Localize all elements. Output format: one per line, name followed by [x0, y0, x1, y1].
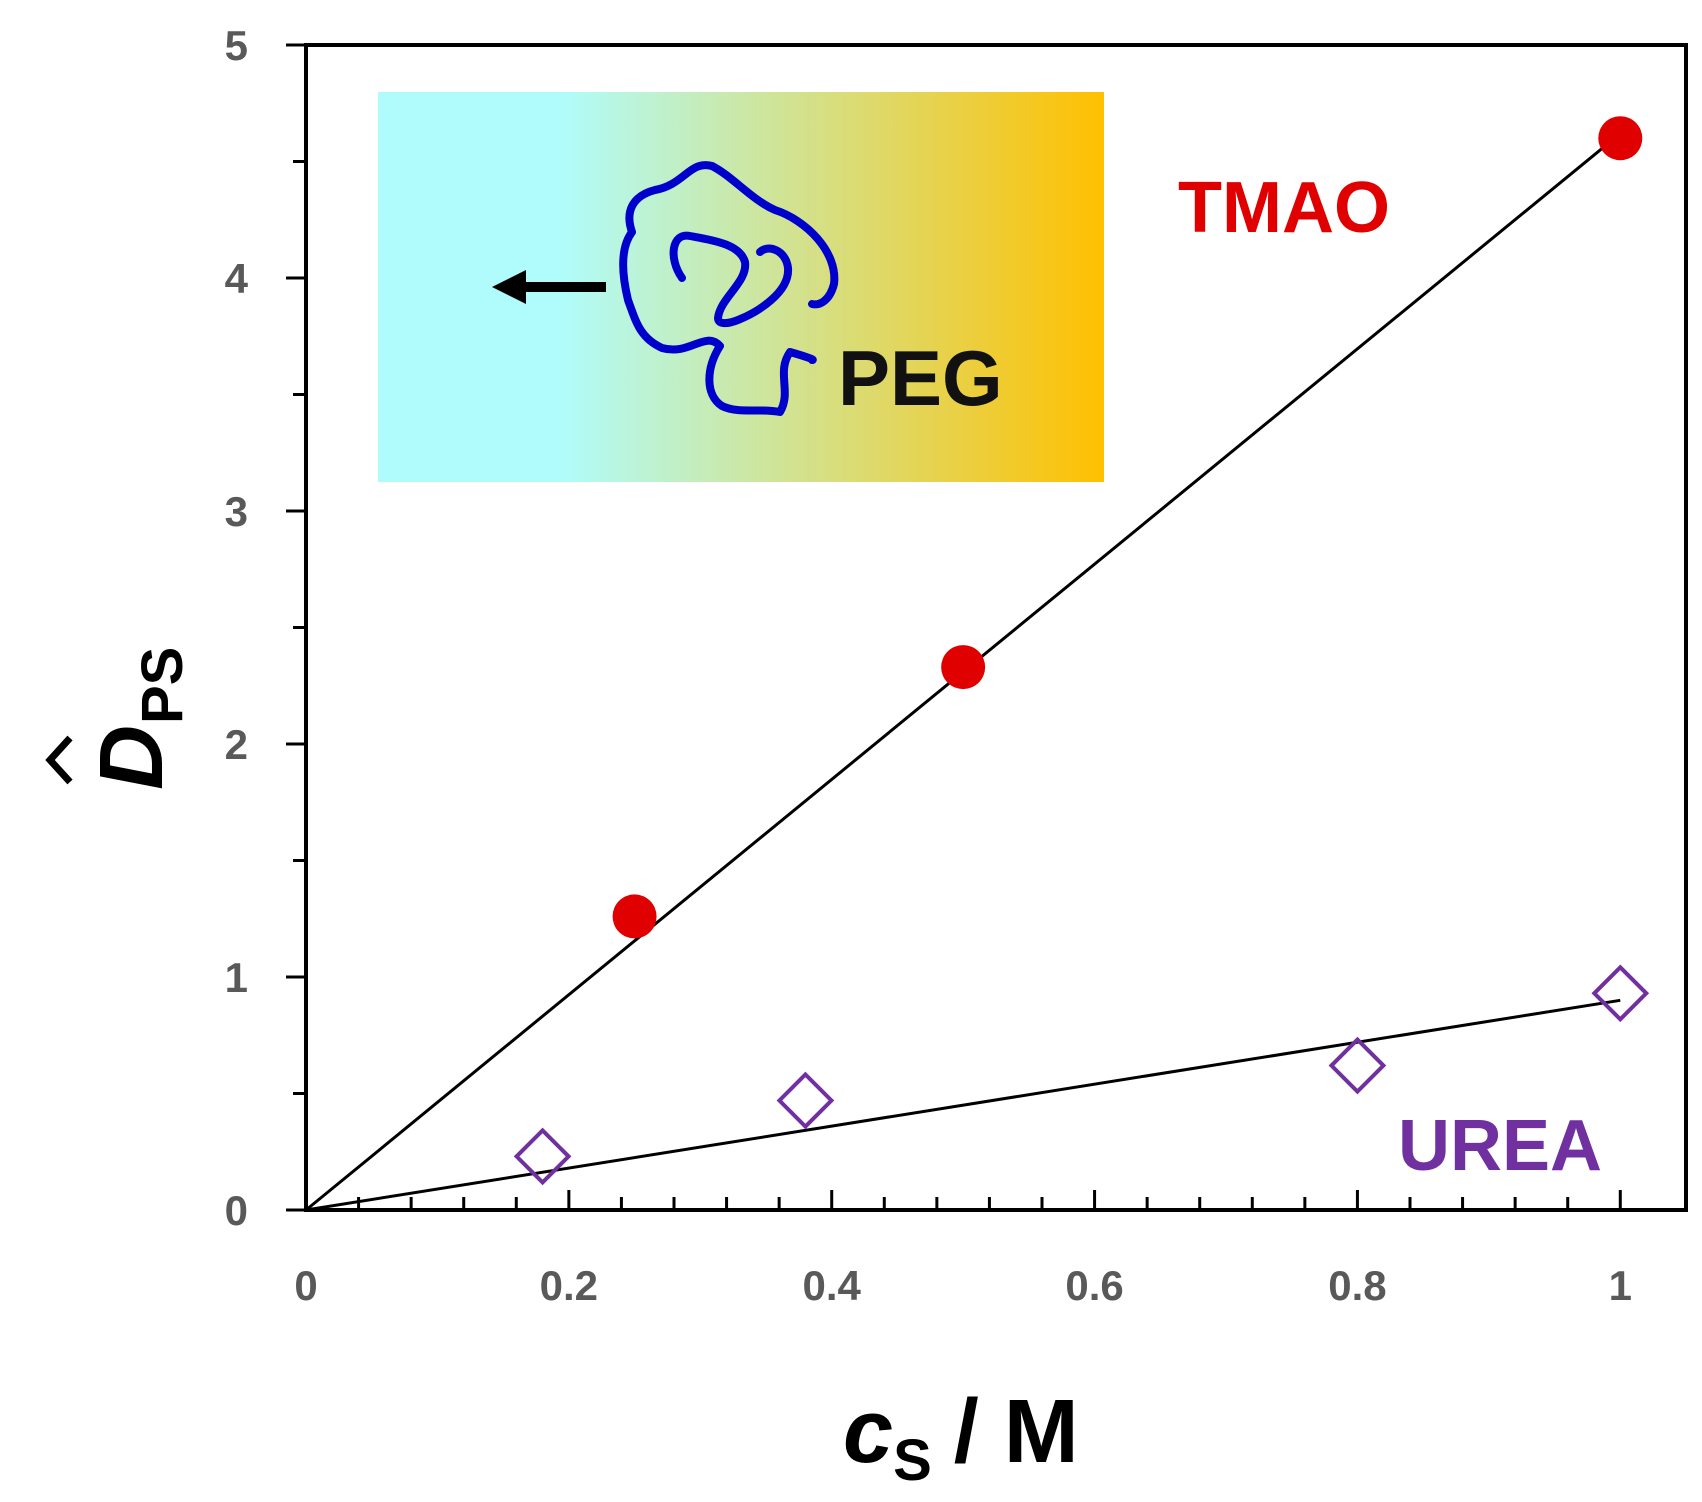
inset-gradient-box — [378, 92, 1104, 482]
data-markers — [513, 116, 1650, 1186]
x-axis-title: cS / M — [843, 1382, 1079, 1493]
y-tick-label: 5 — [225, 22, 248, 69]
axis-tick-labels: 0 0.2 0.4 0.6 0.8 1 0 1 2 3 4 5 — [225, 22, 1632, 1309]
y-tick-label: 3 — [225, 488, 248, 535]
y-tick-label: 1 — [225, 954, 248, 1001]
x-axis-title-var: c — [843, 1382, 893, 1482]
series-label-urea: UREA — [1398, 1106, 1602, 1186]
point-urea — [1591, 964, 1650, 1023]
y-axis-title-var: D — [82, 725, 182, 790]
x-tick-label: 0.6 — [1065, 1262, 1123, 1309]
point-tmao — [941, 645, 986, 690]
y-tick-label: 4 — [225, 255, 249, 302]
y-axis-title-hat — [45, 735, 73, 785]
point-tmao — [612, 894, 657, 939]
y-axis-title: D PS — [45, 647, 195, 790]
x-tick-label: 0.2 — [540, 1262, 598, 1309]
x-tick-label: 0 — [294, 1262, 317, 1309]
point-urea — [513, 1127, 572, 1186]
axis-ticks — [286, 43, 1622, 1212]
series-label-tmao: TMAO — [1178, 168, 1390, 248]
point-tmao — [1598, 116, 1643, 161]
arrow-left-icon — [492, 270, 606, 304]
inset-peg-label: PEG — [838, 334, 1003, 422]
fit-line-urea — [305, 998, 1621, 1212]
x-axis-title-sub: S — [893, 1428, 932, 1493]
x-axis-title-unit: / M — [954, 1382, 1079, 1482]
point-urea — [776, 1071, 835, 1130]
y-tick-label: 2 — [225, 721, 248, 768]
x-tick-label: 0.8 — [1328, 1262, 1386, 1309]
y-tick-label: 0 — [225, 1187, 248, 1234]
point-urea — [1328, 1036, 1387, 1095]
x-tick-label: 1 — [1609, 1262, 1632, 1309]
y-axis-title-sub: PS — [130, 647, 195, 724]
x-tick-label: 0.4 — [803, 1262, 862, 1309]
inset-panel: PEG — [378, 92, 1104, 482]
polymer-coil-icon — [619, 161, 839, 416]
